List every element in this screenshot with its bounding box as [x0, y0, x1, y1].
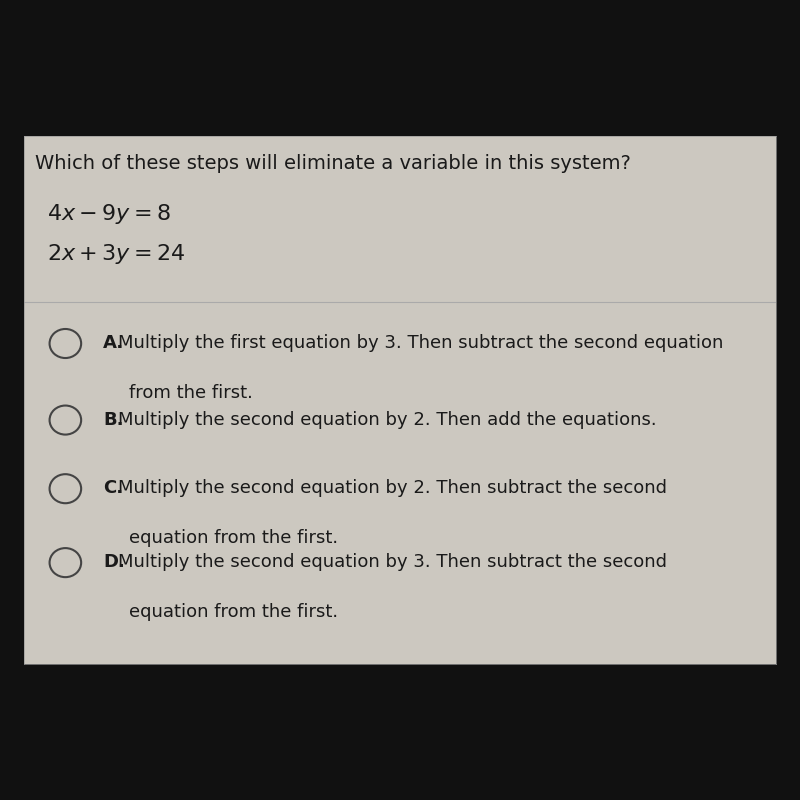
Text: from the first.: from the first. — [130, 384, 253, 402]
Text: Multiply the second equation by 3. Then subtract the second: Multiply the second equation by 3. Then … — [118, 553, 667, 571]
Text: $2x + 3y = 24$: $2x + 3y = 24$ — [46, 242, 185, 266]
Text: equation from the first.: equation from the first. — [130, 603, 338, 622]
Text: B.: B. — [103, 410, 123, 429]
Text: $4x - 9y = 8$: $4x - 9y = 8$ — [46, 202, 170, 226]
Text: Which of these steps will eliminate a variable in this system?: Which of these steps will eliminate a va… — [35, 154, 631, 174]
Text: D.: D. — [103, 553, 125, 571]
Text: equation from the first.: equation from the first. — [130, 530, 338, 547]
Text: Multiply the second equation by 2. Then subtract the second: Multiply the second equation by 2. Then … — [118, 479, 667, 498]
Text: C.: C. — [103, 479, 123, 498]
Text: A.: A. — [103, 334, 124, 352]
Text: Multiply the first equation by 3. Then subtract the second equation: Multiply the first equation by 3. Then s… — [118, 334, 723, 352]
Text: Multiply the second equation by 2. Then add the equations.: Multiply the second equation by 2. Then … — [118, 410, 657, 429]
